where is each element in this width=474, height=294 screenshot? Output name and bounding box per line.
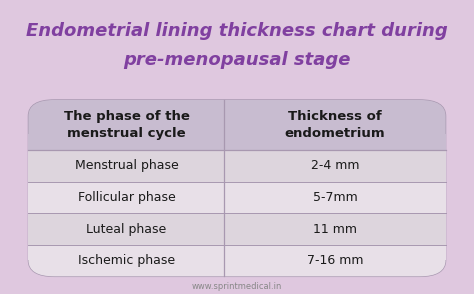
Bar [28, 182, 446, 213]
Text: Thickness of
endometrium: Thickness of endometrium [285, 110, 385, 140]
Text: www.sprintmedical.in: www.sprintmedical.in [192, 282, 282, 291]
Text: Follicular phase: Follicular phase [78, 191, 175, 204]
Bar [28, 134, 446, 150]
Text: pre-menopausal stage: pre-menopausal stage [123, 51, 351, 69]
Text: 7-16 mm: 7-16 mm [307, 254, 363, 267]
Text: 11 mm: 11 mm [313, 223, 357, 235]
FancyBboxPatch shape [28, 100, 446, 150]
Text: Menstrual phase: Menstrual phase [74, 160, 178, 173]
Text: 2-4 mm: 2-4 mm [311, 160, 359, 173]
FancyBboxPatch shape [28, 245, 446, 276]
Bar [28, 150, 446, 182]
Text: 5-7mm: 5-7mm [313, 191, 357, 204]
Text: Endometrial lining thickness chart during: Endometrial lining thickness chart durin… [26, 22, 448, 40]
FancyBboxPatch shape [28, 100, 446, 276]
Text: The phase of the
menstrual cycle: The phase of the menstrual cycle [64, 110, 190, 140]
Text: Luteal phase: Luteal phase [86, 223, 166, 235]
Bar [28, 245, 446, 260]
Bar [28, 213, 446, 245]
Text: Ischemic phase: Ischemic phase [78, 254, 175, 267]
